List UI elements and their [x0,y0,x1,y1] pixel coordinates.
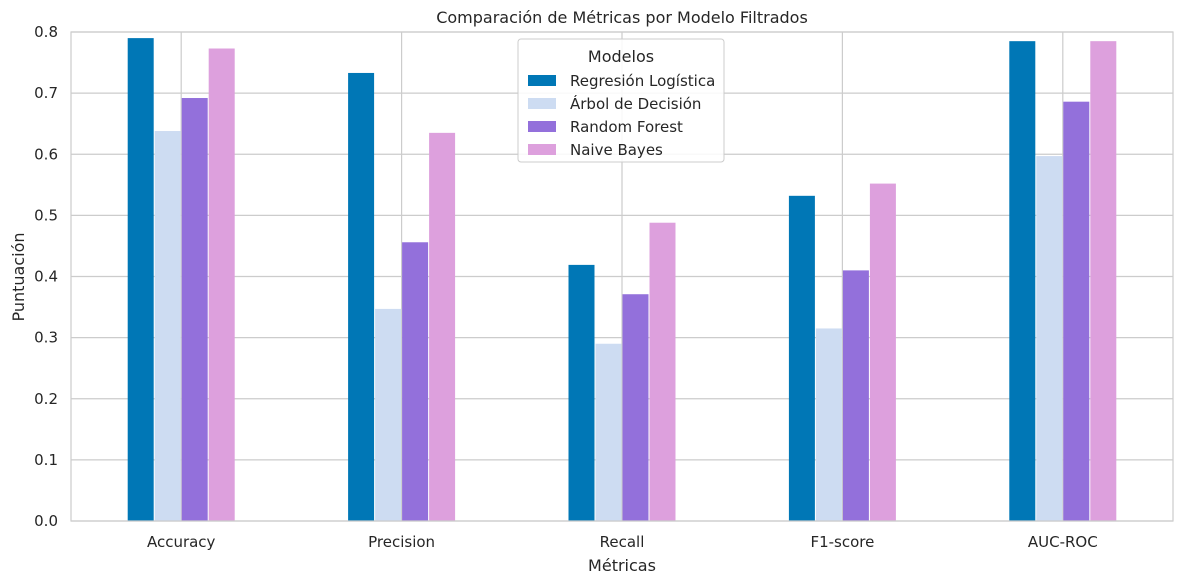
y-tick-label: 0.7 [34,84,58,102]
x-tick-labels: Accuracy Precision Recall F1-score AUC-ROC [147,533,1098,551]
plot-frame [70,31,1174,522]
legend-swatch [528,98,556,109]
bar [181,98,208,521]
y-tick-label: 0.5 [34,206,58,224]
y-tick-label: 0.2 [34,390,58,408]
legend-swatch [528,121,556,132]
x-tick-label: Precision [368,533,435,551]
bar [348,72,375,522]
legend-swatch [528,144,556,155]
x-tick-label: AUC-ROC [1028,533,1098,551]
bar [622,294,649,521]
bar [1090,41,1117,521]
chart-title: Comparación de Métricas por Modelo Filtr… [436,8,808,27]
bar [842,270,869,521]
y-axis-label: Puntuación [9,232,28,321]
bar [815,328,842,521]
y-tick-label: 0.1 [34,451,58,469]
y-tick-label: 0.8 [34,23,58,41]
bar [429,132,456,521]
y-tick-label: 0.0 [34,512,58,530]
legend-label: Naive Bayes [570,141,663,159]
x-axis-label: Métricas [588,556,656,575]
y-tick-label: 0.4 [34,268,58,286]
bars [127,38,1117,522]
x-tick-label: Accuracy [147,533,216,551]
bar [375,308,402,521]
legend-label: Árbol de Decisión [570,94,701,113]
y-tick-label: 0.3 [34,329,58,347]
x-tick-label: Recall [600,533,645,551]
bar [788,195,815,521]
legend-box [517,38,725,163]
x-tick-label: F1-score [810,533,874,551]
legend-label: Regresión Logística [570,72,715,90]
bar [127,38,154,522]
bar [568,264,595,521]
legend: Modelos Regresión Logística Árbol de Deci… [517,38,725,163]
bar [1036,156,1063,522]
y-tick-label: 0.6 [34,145,58,163]
bar [402,242,429,521]
y-tick-labels: 0.0 0.1 0.2 0.3 0.4 0.5 0.6 0.7 0.8 [34,23,58,530]
bar [1063,101,1090,522]
legend-title: Modelos [588,47,654,66]
legend-swatch [528,75,556,86]
bar [649,222,676,521]
bar [154,131,181,521]
bar [1009,41,1036,521]
legend-label: Random Forest [570,118,683,136]
bar [869,183,896,521]
bar [208,48,235,521]
bar [595,343,622,521]
